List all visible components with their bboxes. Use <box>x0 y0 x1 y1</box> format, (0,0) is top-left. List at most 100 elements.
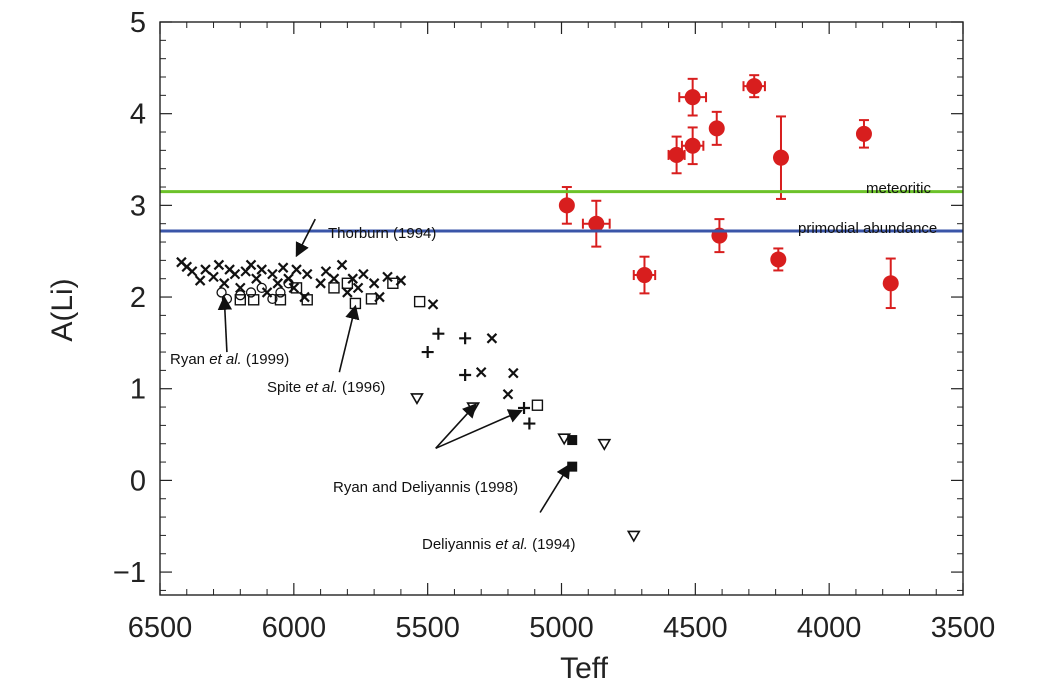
reference-lines <box>160 190 963 233</box>
data-point-open-circle <box>245 287 257 298</box>
data-point-triangle <box>597 438 612 451</box>
data-point-open-square <box>274 294 287 306</box>
meteoritic-label: meteoritic <box>866 180 932 197</box>
data-point-open-square <box>290 282 303 294</box>
annotation-spite-1996-etal: et al. <box>305 379 338 396</box>
x-tick-label: 4000 <box>797 612 862 644</box>
data-point-open-square <box>531 399 544 411</box>
data-point-open-circle <box>275 287 286 298</box>
data-point-x <box>272 278 284 289</box>
plot-marks <box>176 74 899 543</box>
axes: 6500 6000 5500 5000 4500 4000 3500 5 4 3 2 1 0 −1 <box>113 7 995 644</box>
data-point-x <box>358 268 369 280</box>
data-point-red <box>770 251 787 268</box>
data-point-red <box>684 137 701 154</box>
x-tick-label: 6000 <box>262 612 327 644</box>
data-point-red <box>882 275 899 292</box>
data-point-x <box>291 264 302 275</box>
data-point-plus <box>459 368 472 381</box>
data-point-red <box>588 215 605 232</box>
data-point-open-square <box>301 294 313 306</box>
data-point-plus <box>518 401 531 414</box>
data-point-filled-square <box>567 435 578 446</box>
data-point-x <box>486 333 498 344</box>
annotation-arrow <box>217 295 233 353</box>
annotation-arrows <box>217 218 571 513</box>
annotation-arrow <box>295 218 316 258</box>
x-tick-label: 3500 <box>931 612 996 644</box>
annotation-deliyannis-1994: Deliyannis et al. (1994) <box>422 536 575 553</box>
annotation-arrow <box>435 403 477 449</box>
data-point-x <box>336 259 348 271</box>
data-point-open-square <box>387 277 399 289</box>
annotation-ryan-1999: Ryan et al. (1999) <box>170 351 289 368</box>
data-point-x <box>301 268 313 280</box>
x-tick-label: 5000 <box>529 612 594 644</box>
data-point-x <box>229 268 241 280</box>
data-point-x <box>368 278 380 289</box>
data-point-plus <box>523 417 536 430</box>
primordial-abundance-label: primodial abundance <box>798 220 937 237</box>
x-tick-label: 5500 <box>395 612 460 644</box>
data-point-x <box>218 278 230 289</box>
data-point-plus <box>459 332 472 345</box>
data-point-plus <box>432 327 445 340</box>
annotation-ryan-deliyannis-1998: Ryan and Deliyannis (1998) <box>333 479 518 496</box>
annotation-spite-1996: Spite et al. (1996) <box>267 379 385 396</box>
data-point-red <box>668 146 685 163</box>
data-point-x <box>235 282 246 294</box>
annotation-ryan-1999-year: (1999) <box>242 351 290 368</box>
data-point-red <box>684 89 701 106</box>
annotation-deliyannis-1994-etal: et al. <box>495 536 528 553</box>
annotation-ryan-1999-etal: et al. <box>209 351 242 368</box>
data-point-red <box>558 197 575 214</box>
data-point-x <box>256 264 267 275</box>
data-point-triangle <box>626 530 641 543</box>
data-point-x <box>382 271 393 283</box>
y-tick-label: 0 <box>130 465 146 497</box>
data-point-red <box>708 120 725 137</box>
data-point-x <box>200 264 211 275</box>
data-point-x <box>267 268 278 280</box>
annotation-arrow <box>435 409 523 450</box>
data-point-x <box>245 259 257 271</box>
annotation-arrow <box>338 304 360 373</box>
data-point-x <box>213 259 225 271</box>
data-point-triangle <box>410 393 424 405</box>
x-axis-title: Teff <box>560 652 608 685</box>
data-point-x <box>315 278 326 289</box>
data-point-red <box>772 149 789 166</box>
y-tick-label: 5 <box>130 7 146 39</box>
data-point-red <box>855 125 872 142</box>
data-point-open-square <box>247 294 260 306</box>
data-point-red <box>746 78 763 95</box>
x-tick-label: 6500 <box>128 612 193 644</box>
data-point-x <box>328 273 340 284</box>
data-point-x <box>475 366 487 378</box>
data-point-x <box>277 262 289 273</box>
data-point-x <box>251 273 262 284</box>
data-point-triangle <box>557 433 572 446</box>
annotation-deliyannis-1994-name: Deliyannis <box>422 536 495 553</box>
data-point-open-square <box>413 295 426 308</box>
data-point-plus <box>421 346 434 359</box>
data-point-x <box>508 367 519 379</box>
data-point-open-square <box>341 277 354 289</box>
data-point-x <box>427 299 439 310</box>
data-point-open-square <box>365 293 378 305</box>
data-point-filled-square <box>567 461 578 472</box>
annotation-spite-1996-year: (1996) <box>338 379 386 396</box>
y-tick-label: 1 <box>130 374 146 406</box>
data-point-x <box>194 275 206 286</box>
y-tick-label: 4 <box>130 99 146 131</box>
annotation-thorburn: Thorburn (1994) <box>328 225 436 242</box>
annotation-deliyannis-1994-year: (1994) <box>528 536 576 553</box>
data-point-x <box>352 282 364 294</box>
y-tick-label: −1 <box>113 557 146 589</box>
data-point-open-square <box>234 294 247 306</box>
x-tick-label: 4500 <box>663 612 728 644</box>
data-point-x <box>186 266 198 277</box>
data-point-open-square <box>328 282 340 294</box>
